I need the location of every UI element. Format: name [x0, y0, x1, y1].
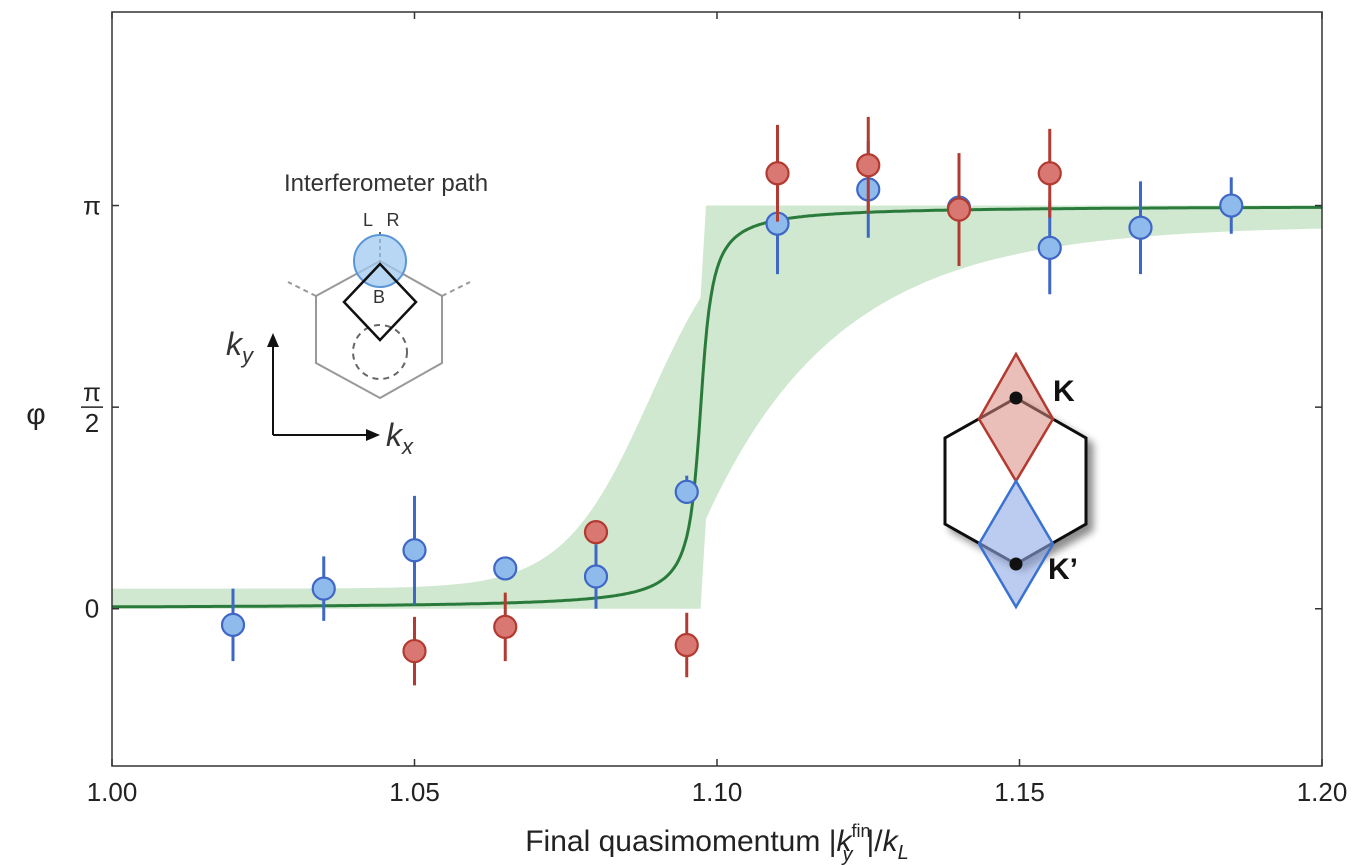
point-marker — [583, 520, 609, 545]
inset-label-l: L — [363, 210, 373, 230]
kprime-point-dot — [1009, 557, 1023, 571]
inset-label-b: B — [373, 287, 385, 307]
data-points — [220, 116, 1244, 686]
blue-data-point — [402, 495, 427, 605]
red-data-point — [583, 520, 609, 545]
x-tick-label: 1.00 — [87, 777, 138, 807]
blue-data-point — [583, 544, 609, 609]
point-marker — [674, 479, 699, 504]
confidence-band — [112, 205, 1322, 609]
interferometer-inset: Interferometer path L R B ky kx — [226, 170, 488, 459]
blue-data-point — [493, 556, 518, 581]
point-marker — [583, 564, 609, 589]
y-tick-label-numerator: π — [83, 377, 101, 407]
kprime-label: K’ — [1048, 553, 1078, 586]
point-marker — [493, 614, 518, 639]
k-point-dot — [1009, 391, 1023, 405]
x-tick-label: 1.10 — [692, 777, 743, 807]
inset-path-diamond — [342, 262, 418, 342]
point-marker — [493, 556, 518, 581]
red-data-point — [1037, 128, 1062, 218]
y-tick-label-denominator: 2 — [85, 408, 99, 438]
k-label: K — [1053, 375, 1075, 408]
point-marker — [946, 197, 972, 222]
fit-curve — [112, 205, 1322, 609]
inset-final-circle — [353, 234, 407, 288]
x-tick-label: 1.15 — [994, 777, 1045, 807]
inset-path-title: Interferometer path — [284, 170, 488, 197]
valley-inset: K K’ — [943, 351, 1088, 610]
inset-label-r: R — [387, 210, 400, 230]
point-marker — [1037, 235, 1062, 260]
inset-hex-edge-right — [441, 281, 471, 297]
ky-arrowhead-icon — [267, 333, 279, 347]
x-tick-label: 1.20 — [1297, 777, 1348, 807]
point-marker — [1219, 193, 1244, 218]
inset-hex-edge-left — [287, 281, 317, 297]
inset-ky-label: ky — [226, 326, 255, 368]
red-data-point — [765, 124, 790, 222]
red-data-point — [946, 153, 972, 267]
blue-data-point — [1128, 181, 1153, 275]
point-marker — [1128, 215, 1153, 240]
point-marker — [856, 153, 881, 178]
blue-data-point — [674, 475, 699, 504]
blue-data-point — [1219, 177, 1244, 234]
point-marker — [765, 161, 790, 186]
point-marker — [674, 632, 699, 658]
inset-initial-circle — [352, 324, 408, 380]
kx-arrowhead-icon — [366, 429, 380, 441]
blue-data-point — [220, 588, 246, 662]
red-data-point — [402, 616, 427, 686]
red-data-point — [493, 592, 518, 662]
y-axis-title: φ — [26, 398, 45, 431]
kprime-valley-diamond — [977, 478, 1055, 610]
point-marker — [1037, 161, 1062, 186]
y-tick-label: π — [83, 191, 101, 221]
inset-kx-label: kx — [386, 417, 414, 459]
y-tick-label: 0 — [85, 594, 99, 624]
point-marker — [402, 638, 427, 664]
red-data-point — [674, 612, 699, 678]
x-tick-label: 1.05 — [389, 777, 440, 807]
point-marker — [220, 612, 246, 637]
point-marker — [311, 576, 336, 601]
point-marker — [402, 538, 427, 563]
x-axis-title: Final quasimomentum |kfin y |/kL — [525, 821, 909, 865]
blue-data-point — [311, 556, 336, 621]
red-data-point — [856, 116, 881, 214]
